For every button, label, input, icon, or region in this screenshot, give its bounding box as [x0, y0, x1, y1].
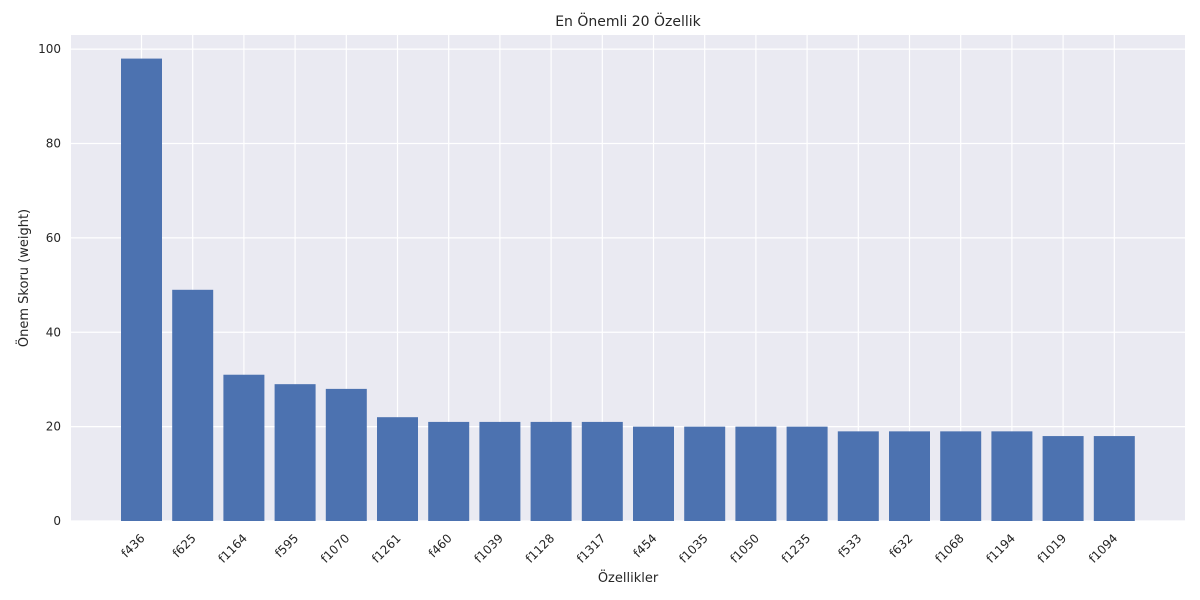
x-tick-label: f460 — [426, 531, 455, 560]
bar-f1261 — [377, 417, 418, 521]
bar-f533 — [837, 431, 879, 521]
bar-f454 — [633, 426, 674, 521]
x-tick-label: f632 — [887, 531, 916, 560]
bar-f1070 — [325, 388, 367, 521]
x-tick-label: f533 — [835, 531, 864, 560]
bar-f1164 — [223, 374, 265, 521]
y-tick-label: 80 — [46, 137, 61, 151]
bar-f1317 — [581, 421, 623, 521]
x-tick-label: f1164 — [216, 531, 250, 565]
x-axis-title: Özellikler — [598, 569, 659, 586]
x-axis-ticks: f436 f625 f1164 f595 f1070 f1261 f460 f1039 f112… — [119, 531, 1121, 565]
bar-f460 — [428, 421, 470, 521]
bar-f1050 — [735, 426, 777, 521]
y-tick-label: 60 — [46, 231, 61, 245]
x-tick-label: f1035 — [676, 531, 710, 565]
x-tick-label: f1019 — [1035, 531, 1069, 565]
bar-f595 — [274, 384, 316, 521]
bar-f1035 — [684, 426, 726, 521]
bar-f632 — [889, 431, 930, 521]
y-tick-label: 0 — [53, 514, 61, 528]
y-tick-label: 40 — [46, 325, 61, 339]
bar-f436 — [121, 58, 162, 522]
x-tick-label: f1261 — [369, 531, 403, 565]
x-tick-label: f1094 — [1086, 531, 1120, 565]
x-tick-label: f1235 — [779, 531, 813, 565]
bar-f625 — [172, 289, 214, 521]
x-tick-label: f1317 — [574, 531, 608, 565]
y-tick-label: 100 — [38, 42, 61, 56]
x-tick-label: f1068 — [932, 531, 966, 565]
x-tick-label: f1128 — [523, 531, 557, 565]
x-tick-label: f1039 — [472, 531, 506, 565]
bars — [121, 58, 1135, 522]
y-axis-ticks: 0 20 40 60 80 100 — [38, 42, 61, 528]
bar-f1235 — [786, 426, 828, 521]
x-tick-label: f1070 — [318, 531, 352, 565]
bar-f1019 — [1042, 436, 1084, 521]
bar-f1068 — [940, 431, 982, 521]
x-tick-label: f1194 — [984, 531, 1018, 565]
bar-f1128 — [530, 421, 572, 521]
x-tick-label: f454 — [631, 531, 660, 560]
x-tick-label: f595 — [272, 531, 301, 560]
bar-f1094 — [1093, 436, 1135, 521]
x-tick-label: f625 — [170, 531, 199, 560]
y-axis-title: Önem Skoru (weight) — [15, 209, 32, 347]
x-tick-label: f436 — [119, 531, 148, 560]
bar-f1194 — [991, 431, 1033, 521]
chart-title: En Önemli 20 Özellik — [555, 12, 701, 30]
y-tick-label: 20 — [46, 420, 61, 434]
bar-f1039 — [479, 421, 521, 521]
x-tick-label: f1050 — [728, 531, 762, 565]
